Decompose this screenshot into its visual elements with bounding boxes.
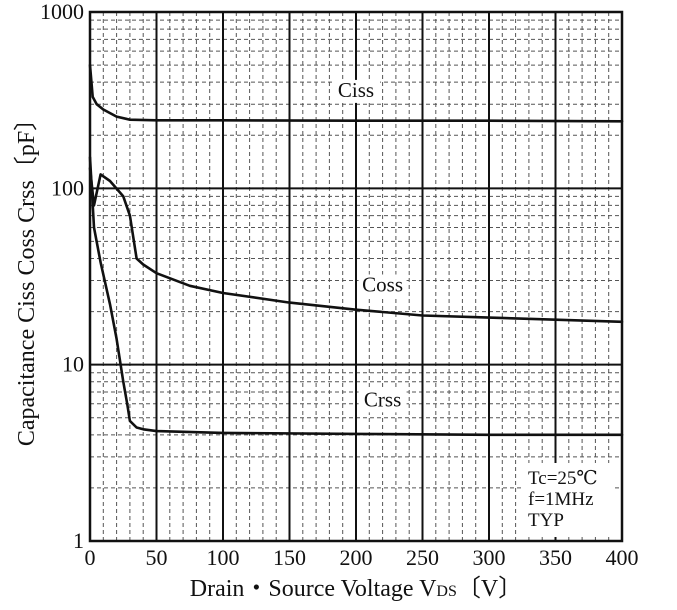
- series-line-ciss: [88, 63, 624, 123]
- condition-line: TYP: [528, 510, 564, 531]
- y-tick-label: 1: [73, 528, 84, 553]
- x-tick-label: 200: [340, 545, 373, 570]
- x-tick-label: 300: [473, 545, 506, 570]
- series-line-coss: [88, 166, 624, 324]
- series-line-crss: [88, 156, 624, 437]
- y-tick-label: 100: [51, 175, 84, 200]
- condition-line: f=1MHz: [528, 489, 594, 510]
- series-label-crss: Crss: [364, 387, 401, 411]
- x-tick-label: 350: [539, 545, 572, 570]
- x-axis-title-unit: 〔V〕: [457, 576, 522, 602]
- series-label-bg-coss: [358, 274, 407, 298]
- x-tick-label: 150: [273, 545, 306, 570]
- condition-line: Tc=25℃: [528, 468, 598, 489]
- y-tick-labels: 1 10 100 1000: [40, 0, 84, 553]
- plot-border: [88, 10, 624, 543]
- series-label-ciss: Ciss: [338, 78, 374, 102]
- series-layer: Ciss Coss Crss: [88, 63, 624, 437]
- major-grid: [90, 12, 622, 541]
- x-axis-title-subscript: DS: [436, 583, 456, 600]
- x-axis-title-main: Drain・Source Voltage V: [190, 576, 437, 602]
- x-tick-label: 0: [85, 545, 96, 570]
- y-tick-label: 1000: [40, 0, 84, 24]
- x-axis-title: Drain・Source Voltage VDS〔V〕: [190, 576, 522, 602]
- x-tick-labels: 0 50 100 150 200 250 300 350 400: [85, 545, 639, 570]
- series-label-bg-ciss: [332, 79, 380, 103]
- series-label-coss: Coss: [362, 272, 403, 296]
- y-tick-label: 10: [62, 352, 84, 377]
- x-tick-label: 250: [406, 545, 439, 570]
- y-axis-title: Capacitance Ciss Coss Crss〔pF〕: [14, 107, 40, 446]
- x-tick-label: 400: [606, 545, 639, 570]
- x-tick-label: 50: [146, 545, 168, 570]
- conditions-box-bg: [522, 463, 614, 537]
- x-tick-label: 100: [207, 545, 240, 570]
- series-label-bg-crss: [358, 389, 407, 413]
